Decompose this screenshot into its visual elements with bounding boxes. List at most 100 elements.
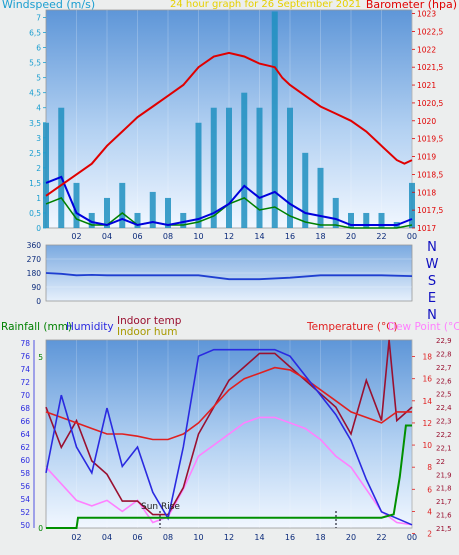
wind-gust-bar [165, 197, 171, 228]
temperature-time-axis-ticks: 02 04 06 08 10 12 14 16 18 20 22 00 [71, 533, 417, 542]
barometer-tick-label: 1023 [417, 10, 436, 19]
humidity-tick-label: 60 [20, 456, 30, 465]
wind-gust-bar [210, 107, 217, 228]
indoor-temp-tick-label: 22,5 [436, 391, 452, 399]
wind-gust-bar [119, 182, 126, 228]
wind-gust-bar [43, 122, 49, 228]
indoor-temp-tick-label: 22,2 [436, 431, 452, 439]
windspeed-tick-label: 2,5 [29, 149, 41, 158]
indoor-hum-legend: Indoor hum [117, 326, 177, 338]
dew-point-legend: Dew Point (°C) [388, 321, 459, 333]
rainfall-tick-label: 5 [38, 353, 43, 362]
time-tick-label: 18 [315, 232, 325, 241]
humidity-tick-label: 72 [20, 378, 30, 387]
time-tick-label: 18 [315, 533, 325, 542]
wind-gust-bar [409, 182, 415, 228]
compass-label: N [427, 240, 437, 255]
windspeed-axis-ticks: 0 0,5 1 1,5 2 2,5 3 3,5 4 4,5 5 5,5 6 6,5 7 [29, 14, 46, 233]
windspeed-tick-label: 7 [36, 14, 41, 23]
time-tick-label: 00 [407, 232, 417, 241]
windspeed-tick-label: 4,5 [29, 89, 41, 98]
wind-gust-bar [241, 92, 248, 228]
barometer-tick-label: 1020 [417, 117, 436, 126]
barometer-tick-label: 1022,5 [417, 27, 443, 36]
temperature-legend: Temperature (°C) [306, 321, 398, 333]
barometer-line [45, 51, 413, 197]
wind-gust-bar [134, 212, 141, 228]
wind-barometer-panel: 0 0,5 1 1,5 2 2,5 3 3,5 4 4,5 5 5,5 6 6,5 7 1017 1017,5… [2, 0, 457, 241]
barometer-tick-label: 1022 [417, 45, 436, 54]
wind-gust-bar [378, 212, 385, 228]
barometer-tick-label: 1021 [417, 81, 436, 90]
time-tick-label: 12 [224, 232, 234, 241]
time-tick-label: 04 [102, 533, 112, 542]
windspeed-axis-label: Windspeed (m/s) [2, 0, 95, 11]
indoor-temp-tick-label: 22,8 [436, 350, 452, 358]
temperature-tick-label: 14 [422, 397, 432, 406]
temperature-humidity-panel: Sun Rise 505254565860626466687072747678 … [1, 315, 459, 542]
wind-gust-bar [271, 11, 278, 228]
wind-gust-bar [88, 212, 95, 228]
barometer-tick-label: 1019 [417, 153, 436, 162]
windspeed-tick-label: 4 [36, 104, 41, 113]
temperature-tick-label: 18 [422, 353, 432, 362]
time-tick-label: 16 [285, 533, 295, 542]
wind-time-axis-ticks: 02 04 06 08 10 12 14 16 18 20 22 00 [71, 232, 417, 241]
wind-average-line [45, 175, 413, 227]
temperature-tick-label: 6 [427, 485, 432, 494]
time-tick-label: 20 [346, 232, 356, 241]
wind-gust-bar [226, 107, 232, 228]
direction-tick-label: 90 [31, 283, 41, 292]
rainfall-line [46, 424, 412, 529]
humidity-tick-label: 68 [20, 404, 30, 413]
temperature-tick-label: 8 [427, 463, 432, 472]
humidity-legend: Humidity [66, 321, 114, 333]
time-tick-label: 22 [376, 533, 386, 542]
wind-gust-bar [58, 107, 65, 228]
wind-gust-bar [287, 107, 293, 228]
wind-gust-bar [73, 182, 80, 228]
barometer-tick-label: 1020,5 [417, 99, 443, 108]
indoor-temp-tick-label: 21,8 [436, 485, 452, 493]
indoor-temp-tick-label: 22,1 [436, 444, 452, 452]
windspeed-tick-label: 3 [36, 134, 41, 143]
compass-label: W [426, 257, 439, 272]
direction-tick-label: 360 [27, 241, 42, 250]
humidity-tick-label: 56 [20, 482, 30, 491]
wind-direction-line [45, 272, 413, 281]
barometer-tick-label: 1018,5 [417, 170, 443, 179]
windspeed-tick-label: 1,5 [29, 179, 41, 188]
temperature-tick-label: 2 [427, 530, 432, 539]
direction-tick-label: 180 [27, 269, 42, 278]
indoor-temp-tick-label: 21,7 [436, 498, 452, 506]
indoor-temp-tick-label: 22,7 [436, 364, 452, 372]
indoor-temp-legend: Indoor temp [117, 315, 182, 327]
windspeed-tick-label: 1 [36, 194, 41, 203]
direction-tick-label: 270 [27, 255, 42, 264]
time-tick-label: 06 [132, 232, 142, 241]
time-tick-label: 20 [346, 533, 356, 542]
compass-label: E [428, 291, 436, 306]
windspeed-tick-label: 2 [36, 164, 41, 173]
temperature-tick-label: 4 [427, 507, 432, 516]
humidity-line [45, 348, 413, 526]
indoor-temp-tick-label: 22,4 [436, 404, 452, 412]
wind-gust-bar [317, 167, 324, 228]
time-tick-label: 14 [254, 232, 264, 241]
indoor-temp-axis-ticks: 21,5 21,6 21,7 21,8 21,9 22 22,1 22,2 22,3 22,4 22… [436, 337, 452, 533]
sunrise-label: Sun Rise [141, 502, 180, 512]
wind-gust-bar [363, 212, 370, 228]
direction-tick-label: 0 [36, 297, 41, 306]
windspeed-tick-label: 0,5 [29, 209, 41, 218]
indoor-temp-tick-label: 22,9 [436, 337, 452, 345]
wind-gust-bar [348, 212, 354, 228]
rainfall-axis-ticks: 05 [38, 353, 43, 533]
barometer-tick-label: 1021,5 [417, 63, 443, 72]
humidity-tick-label: 62 [20, 443, 30, 452]
compass-label: S [428, 274, 436, 289]
humidity-tick-label: 64 [20, 430, 30, 439]
temperature-line [45, 366, 412, 441]
barometer-tick-label: 1018 [417, 188, 436, 197]
